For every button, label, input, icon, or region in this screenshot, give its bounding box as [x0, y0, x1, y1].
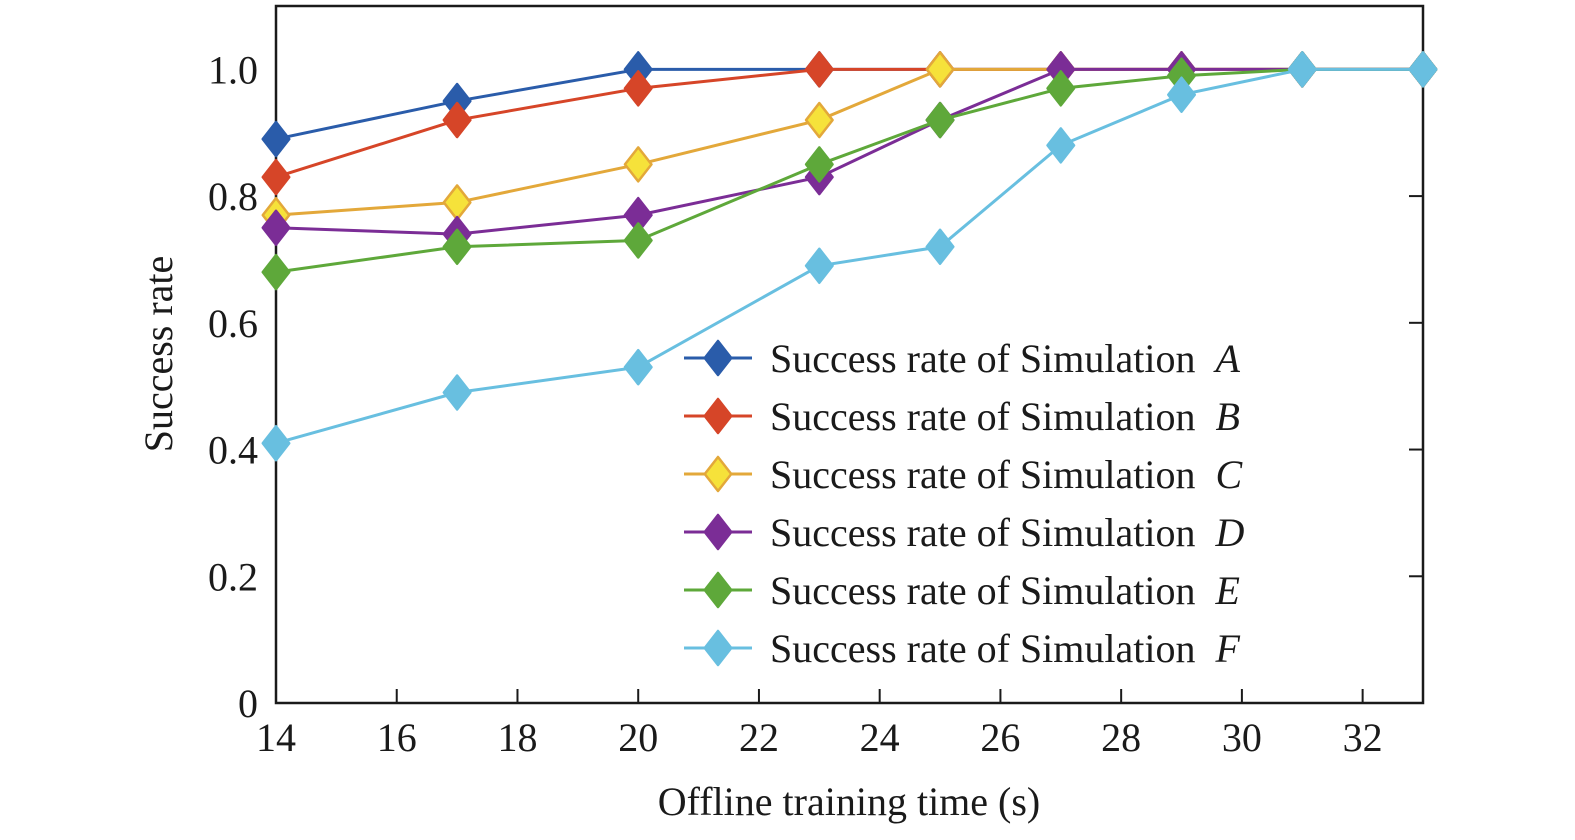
plot-area [274, 4, 1425, 705]
x-tick-label: 30 [1222, 715, 1262, 760]
data-point [1046, 70, 1076, 107]
series-layer [261, 51, 1438, 462]
y-tick-label: 1.0 [208, 47, 258, 92]
data-point [925, 51, 955, 88]
legend-label-prefix: Success rate of Simulation [770, 452, 1205, 497]
legend-label: Success rate of Simulation F [770, 626, 1240, 671]
legend-item: Success rate of Simulation A [684, 336, 1240, 381]
legend-label-letter: A [1212, 336, 1240, 381]
data-point [261, 253, 291, 291]
data-point [261, 120, 291, 158]
data-point [1046, 127, 1076, 164]
data-point [442, 374, 472, 411]
legend-item: Success rate of Simulation B [684, 394, 1240, 439]
data-point [925, 101, 955, 139]
legend-label-letter: F [1214, 626, 1240, 671]
legend-label: Success rate of Simulation D [770, 510, 1244, 555]
legend-marker [703, 397, 733, 435]
legend-item: Success rate of Simulation D [684, 510, 1244, 555]
series-e [261, 51, 1438, 291]
legend-label-letter: C [1215, 452, 1243, 497]
legend-marker [703, 455, 733, 493]
legend-marker [703, 629, 733, 667]
legend-label-prefix: Success rate of Simulation [770, 626, 1205, 671]
legend-label-letter: D [1214, 510, 1244, 555]
series-line [275, 67, 1423, 217]
data-point [261, 158, 291, 196]
y-tick-label: 0.2 [208, 554, 258, 599]
legend-label-prefix: Success rate of Simulation [770, 336, 1205, 381]
legend-label-prefix: Success rate of Simulation [770, 510, 1205, 555]
x-tick-label: 18 [497, 715, 537, 760]
y-tick-label: 0.6 [208, 301, 258, 346]
y-tick-label: 0.8 [208, 174, 258, 219]
legend-item: Success rate of Simulation C [684, 452, 1243, 497]
series-f [261, 51, 1438, 462]
x-tick-label: 28 [1101, 715, 1141, 760]
legend-marker [703, 513, 733, 551]
legend-item: Success rate of Simulation E [684, 568, 1240, 613]
legend-label-letter: B [1215, 394, 1239, 439]
y-axis-label: Success rate [136, 256, 181, 453]
legend-label: Success rate of Simulation A [770, 336, 1240, 381]
legend-label: Success rate of Simulation B [770, 394, 1240, 439]
data-point [623, 70, 653, 107]
y-tick-label: 0.4 [208, 428, 258, 473]
legend-label-letter: E [1214, 568, 1239, 613]
data-point [1167, 76, 1197, 113]
series-b [261, 51, 1438, 196]
x-axis-label: Offline training time (s) [658, 779, 1041, 824]
legend-label-prefix: Success rate of Simulation [770, 394, 1205, 439]
x-tick-label: 24 [860, 715, 900, 760]
data-point [623, 146, 653, 183]
data-point [804, 146, 834, 183]
data-point [261, 424, 291, 462]
data-point [804, 101, 834, 139]
data-point [1408, 51, 1438, 88]
data-point [442, 228, 472, 266]
x-tick-label: 26 [980, 715, 1020, 760]
legend-marker [703, 571, 733, 609]
legend-item: Success rate of Simulation F [684, 626, 1240, 671]
legend-label: Success rate of Simulation E [770, 568, 1240, 613]
data-point [442, 101, 472, 139]
data-point [804, 247, 834, 285]
data-point [1287, 51, 1317, 88]
x-tick-label: 22 [739, 715, 779, 760]
x-tick-label: 20 [618, 715, 658, 760]
data-point [261, 209, 291, 247]
legend-label: Success rate of Simulation C [770, 452, 1243, 497]
y-tick-label: 0 [238, 681, 258, 726]
data-point [804, 51, 834, 88]
axis-ticks: 14 16 18 20 22 24 26 28 30 32 0 0.2 0.4 0.6 0.8 1.0 [208, 47, 1423, 760]
data-point [925, 228, 955, 266]
x-tick-label: 32 [1343, 715, 1383, 760]
data-point [442, 184, 472, 221]
legend-marker [703, 339, 733, 377]
x-tick-label: 16 [377, 715, 417, 760]
data-point [623, 348, 653, 386]
data-point [623, 222, 653, 259]
x-tick-label: 14 [256, 715, 296, 760]
plot-frame [274, 4, 1425, 705]
legend-label-prefix: Success rate of Simulation [770, 568, 1205, 613]
